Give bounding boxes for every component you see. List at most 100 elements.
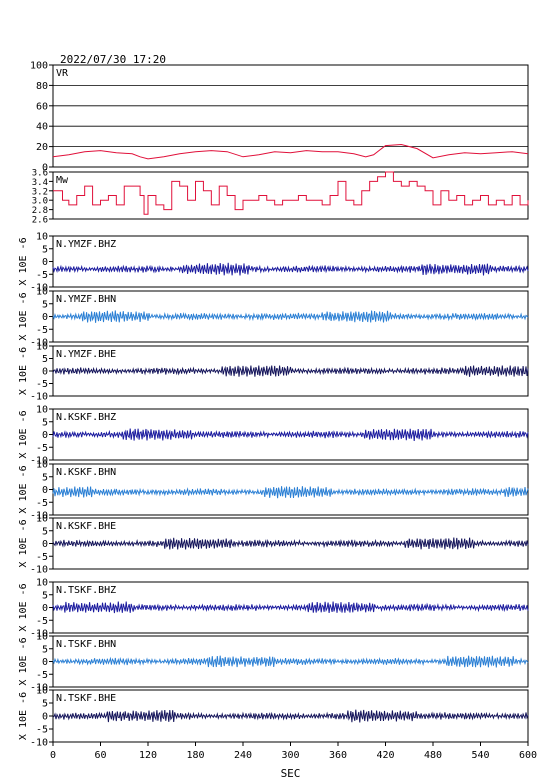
y-tick-label: 0 <box>42 312 48 323</box>
y-tick-label: -5 <box>36 616 48 627</box>
y-tick-label: 0 <box>42 367 48 378</box>
waveform-trace <box>52 709 529 723</box>
panels: 020406080100VR2.62.83.03.23.43.6Mw-10-50… <box>18 61 529 749</box>
y-tick-label: 3.0 <box>32 197 48 207</box>
panel-label: N.YMZF.BHN <box>56 294 116 305</box>
y-tick-label: -10 <box>30 629 48 640</box>
y-tick-label: 5 <box>42 417 48 428</box>
y-tick-label: 3.4 <box>32 178 48 188</box>
x-tick-label: 300 <box>281 750 299 761</box>
y-tick-label: 80 <box>36 81 48 92</box>
y-tick-label: -5 <box>36 670 48 681</box>
x-tick-label: 180 <box>186 750 204 761</box>
x-tick-label: 360 <box>329 750 347 761</box>
y-axis-label: X 10E -6 <box>18 237 29 285</box>
waveform-trace <box>52 428 529 442</box>
x-axis-label: SEC <box>281 767 301 780</box>
panel-10: -10 -5 0 5 10 X 10E -6 N.TSKF.BHE <box>18 686 529 749</box>
y-tick-label: 5 <box>42 526 48 537</box>
waveform-trace <box>52 537 529 550</box>
y-tick-label: 5 <box>42 590 48 601</box>
waveform-trace <box>52 655 529 668</box>
panel-label: N.KSKF.BHE <box>56 521 116 532</box>
y-tick-label: 10 <box>36 578 48 589</box>
y-tick-label: 10 <box>36 405 48 416</box>
y-axis-label: X 10E -6 <box>18 583 29 631</box>
y-tick-label: 0 <box>42 485 48 496</box>
y-tick-label: 2.8 <box>32 206 48 216</box>
x-tick-label: 480 <box>424 750 442 761</box>
panel-frame <box>52 64 529 168</box>
y-tick-label: -10 <box>30 738 48 749</box>
y-tick-label: 3.6 <box>32 169 48 179</box>
y-axis-label: X 10E -6 <box>18 292 29 340</box>
panel-2: -10 -5 0 510 X 10E -6 N.YMZF.BHZ <box>18 232 529 294</box>
y-tick-label: -10 <box>30 565 48 576</box>
y-axis-label: X 10E -6 <box>18 410 29 458</box>
waveform-trace <box>52 262 529 276</box>
panel-label: N.TSKF.BHE <box>56 693 116 704</box>
panel-label: Mw <box>56 175 69 186</box>
y-tick-label: 5 <box>42 244 48 255</box>
x-tick-label: 420 <box>376 750 394 761</box>
waveform-trace <box>52 486 529 499</box>
y-tick-label: -10 <box>30 511 48 522</box>
x-tick-label: 0 <box>50 750 56 761</box>
waveform-trace <box>52 310 529 323</box>
panel-4: -10 -50 510 X 10E -6 N.YMZF.BHE <box>18 342 529 403</box>
y-tick-label: 5 <box>42 644 48 655</box>
x-axis: 0 60 120 180 240 300 360 420 480 540 600 <box>50 742 537 761</box>
y-tick-label: 0 <box>42 163 48 174</box>
panel-label: N.KSKF.BHN <box>56 467 116 478</box>
panel-label: N.TSKF.BHZ <box>56 585 116 596</box>
y-axis-label: X 10E -6 <box>18 637 29 685</box>
y-tick-label: 60 <box>36 101 48 112</box>
y-tick-label: 0 <box>42 430 48 441</box>
y-tick-label: 10 <box>36 686 48 697</box>
y-tick-label: 5 <box>42 472 48 483</box>
y-tick-label: -10 <box>30 392 48 403</box>
series-line <box>52 144 529 160</box>
y-tick-label: 5 <box>42 299 48 310</box>
panel-1: 2.62.83.03.23.43.6 Mw <box>32 169 529 226</box>
x-tick-label: 120 <box>139 750 157 761</box>
y-tick-label: 0 <box>42 257 48 268</box>
y-tick-label: 10 <box>36 460 48 471</box>
y-tick-label: 10 <box>36 514 48 525</box>
y-tick-label: 20 <box>36 142 48 153</box>
y-tick-label: 10 <box>36 287 48 298</box>
panel-label: VR <box>56 68 69 79</box>
y-tick-label: 100 <box>30 61 48 72</box>
y-tick-label: 10 <box>36 632 48 643</box>
waveform-trace <box>52 601 529 614</box>
y-tick-label: 3.2 <box>32 187 48 197</box>
y-axis-label: X 10E -6 <box>18 692 29 740</box>
x-tick-label: 540 <box>471 750 489 761</box>
y-tick-label: 10 <box>36 232 48 243</box>
y-tick-label: -5 <box>36 552 48 563</box>
datetime-header: 2022/07/30 17:20 <box>60 53 166 66</box>
y-tick-label: -5 <box>36 379 48 390</box>
y-tick-label: 10 <box>36 342 48 353</box>
panel-0: 0 20 40 60 80 100 VR <box>30 61 529 174</box>
y-tick-label: -5 <box>36 725 48 736</box>
y-axis-label: X 10E -6 <box>18 347 29 395</box>
panel-label: N.YMZF.BHE <box>56 349 116 360</box>
y-tick-label: -5 <box>36 443 48 454</box>
x-tick-label: 600 <box>519 750 537 761</box>
y-tick-label: 2.6 <box>32 216 48 226</box>
y-tick-label: -10 <box>30 456 48 467</box>
y-tick-label: -10 <box>30 283 48 294</box>
panel-label: N.KSKF.BHZ <box>56 412 116 423</box>
y-tick-label: 5 <box>42 699 48 710</box>
y-tick-label: 40 <box>36 122 48 133</box>
y-tick-label: 5 <box>42 354 48 365</box>
y-tick-label: 0 <box>42 603 48 614</box>
y-tick-label: -5 <box>36 498 48 509</box>
series-line <box>53 171 529 215</box>
y-tick-label: -10 <box>30 338 48 349</box>
